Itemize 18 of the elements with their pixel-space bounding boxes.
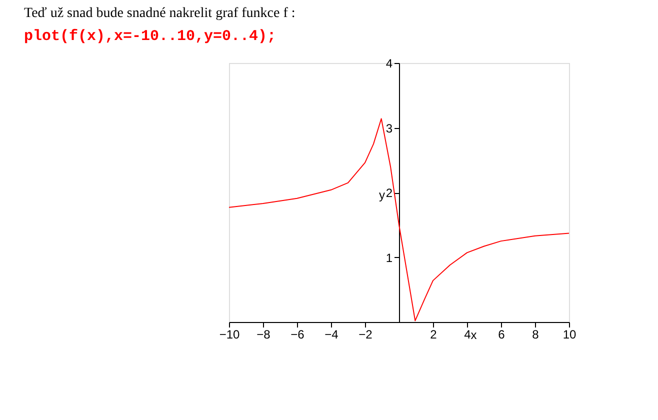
x-tick-label: 4	[464, 328, 472, 342]
x-tick-label: 6	[498, 328, 506, 342]
x-axis-title: x	[470, 328, 477, 342]
x-tick-label: −10	[219, 328, 240, 342]
x-tick-label: −4	[324, 328, 339, 342]
y-tick-label: 4	[386, 56, 393, 70]
x-tick-label: 2	[430, 328, 438, 342]
chart-subtitle: plot(f(x),x=-10..10,y=0..4);	[24, 28, 276, 45]
y-tick-label: 3	[386, 121, 393, 136]
x-tick-label: −6	[290, 328, 305, 342]
y-tick-label: 2	[386, 186, 393, 200]
chart-title: Teď už snad bude snadné nakrelit graf funkce f :	[24, 6, 296, 21]
x-tick-label: 10	[562, 328, 576, 342]
x-tick-label: −2	[358, 328, 373, 342]
y-tick-label: 1	[386, 250, 393, 265]
x-tick-label: −8	[256, 328, 271, 342]
y-axis-title: y	[379, 188, 385, 202]
x-tick-label: 8	[532, 328, 540, 342]
